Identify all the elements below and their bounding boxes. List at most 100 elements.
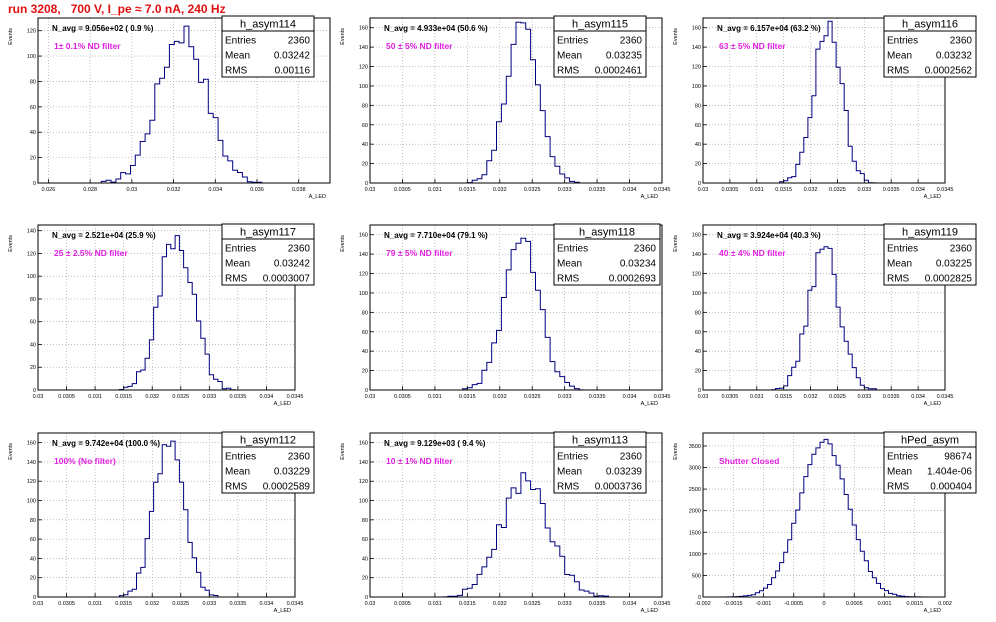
x-tick-label: 0.03 — [33, 394, 44, 400]
stats-label: Entries — [887, 36, 918, 47]
x-tick-label: 0.0335 — [589, 187, 606, 193]
plot-frame — [37, 224, 296, 391]
stats-value: 0.0002461 — [595, 66, 643, 77]
x-tick-label: 0.034 — [911, 394, 925, 400]
x-tick-label: 0.032 — [804, 187, 818, 193]
y-axis-title: Events — [8, 443, 14, 460]
y-tick-label: 40 — [695, 349, 701, 355]
x-tick-label: 0.031 — [750, 394, 764, 400]
stats-label: Entries — [225, 452, 256, 463]
plot-frame — [37, 432, 296, 598]
plot-frame — [37, 17, 331, 184]
stats-title: h_asym116 — [902, 19, 958, 31]
y-tick-label: 40 — [695, 142, 701, 148]
y-tick-label: 20 — [30, 576, 36, 582]
y-tick-label: 80 — [695, 103, 701, 109]
x-tick-label: 0.0315 — [775, 394, 792, 400]
stats-box — [883, 431, 977, 494]
x-tick-label: 0.0345 — [287, 394, 304, 400]
stats-title: hPed_asym — [901, 435, 959, 447]
y-tick-label: 100 — [27, 54, 36, 60]
x-tick-label: 0.0315 — [459, 394, 476, 400]
stats-label: RMS — [225, 66, 248, 77]
x-tick-label: 0.032 — [493, 394, 507, 400]
y-tick-label: 20 — [362, 576, 368, 582]
y-tick-label: 0 — [33, 388, 36, 394]
stats-label: RMS — [557, 66, 580, 77]
y-tick-label: 3500 — [689, 444, 701, 450]
filter-label: 25 ± 2.5% ND filter — [54, 248, 128, 258]
stats-value: 0.03229 — [274, 467, 311, 478]
histogram-panel-h_asym112: 0.03 0.0305 0.031 0.0315 0.032 0.0325 0.033 0.0… — [8, 431, 315, 614]
stats-value: 2360 — [288, 244, 311, 255]
y-tick-label: 160 — [359, 233, 368, 239]
y-tick-label: 2500 — [689, 487, 701, 493]
x-axis-title: A_LED — [274, 401, 291, 407]
y-axis-title: Events — [673, 28, 679, 45]
x-tick-label: 0.034 — [260, 601, 274, 607]
stats-label: RMS — [887, 274, 910, 285]
y-axis-title: Events — [8, 235, 14, 252]
stats-box — [553, 15, 647, 78]
x-tick-label: 0.03 — [698, 187, 709, 193]
x-tick-label: 0.0305 — [394, 601, 411, 607]
stats-label: Mean — [557, 51, 582, 62]
y-tick-label: 120 — [359, 479, 368, 485]
histogram-line-h_asym114 — [38, 25, 330, 184]
y-tick-label: 40 — [30, 556, 36, 562]
stats-box — [553, 431, 647, 494]
stats-label: RMS — [557, 482, 580, 493]
stats-label: Entries — [225, 244, 256, 255]
stats-label: Mean — [557, 259, 582, 270]
x-tick-label: 0.0325 — [172, 601, 189, 607]
x-tick-label: 0.0305 — [394, 187, 411, 193]
stats-title: h_asym114 — [240, 19, 296, 31]
y-axis-title: Events — [8, 28, 14, 45]
y-tick-label: 60 — [695, 123, 701, 129]
stats-title: h_asym117 — [240, 227, 296, 239]
y-tick-label: 20 — [695, 369, 701, 375]
x-tick-label: 0.032 — [145, 394, 159, 400]
stats-label: Mean — [225, 467, 250, 478]
y-tick-label: 80 — [362, 310, 368, 316]
x-tick-label: 0.0315 — [459, 187, 476, 193]
stats-box — [883, 15, 977, 78]
stats-value: 0.03239 — [606, 467, 643, 478]
y-tick-label: 120 — [27, 29, 36, 35]
histogram-panel-h_asym119: 0.03 0.0305 0.031 0.0315 0.032 0.0325 0.033 0.0… — [673, 223, 977, 407]
x-tick-label: -0.001 — [756, 601, 772, 607]
x-tick-label: 0.0325 — [524, 187, 541, 193]
stats-label: Mean — [225, 259, 250, 270]
stats-value: 0.0003736 — [595, 482, 643, 493]
filter-label: 50 ± 5% ND filter — [386, 41, 453, 51]
y-tick-label: 3000 — [689, 466, 701, 472]
y-tick-label: 40 — [30, 130, 36, 136]
stats-value: 0.000404 — [930, 482, 972, 493]
x-axis-title: A_LED — [641, 194, 658, 200]
x-tick-label: 0.0305 — [721, 394, 738, 400]
x-tick-label: 0.0345 — [287, 601, 304, 607]
y-tick-label: 120 — [27, 251, 36, 257]
x-tick-label: 0.0335 — [589, 601, 606, 607]
y-tick-label: 0 — [33, 595, 36, 601]
stats-value: 2360 — [288, 36, 311, 47]
y-tick-label: 1500 — [689, 530, 701, 536]
stats-title: h_asym119 — [902, 227, 958, 239]
y-tick-label: 140 — [27, 229, 36, 235]
y-tick-label: 0 — [365, 388, 368, 394]
y-axis-title: Events — [340, 235, 346, 252]
stats-box — [221, 223, 315, 286]
x-tick-label: 0.034 — [260, 394, 274, 400]
x-tick-label: -0.0015 — [724, 601, 743, 607]
stats-box — [221, 431, 315, 494]
filter-label: 1± 0.1% ND filter — [54, 41, 121, 51]
stats-label: Mean — [887, 51, 912, 62]
stats-value: 1.404e-06 — [927, 467, 972, 478]
stats-value: 0.0002589 — [263, 482, 311, 493]
y-tick-label: 160 — [692, 26, 701, 32]
x-tick-label: 0.033 — [857, 394, 871, 400]
x-tick-label: 0.033 — [202, 601, 216, 607]
y-tick-label: 100 — [692, 84, 701, 90]
histogram-panel-h_asym117: 0.03 0.0305 0.031 0.0315 0.032 0.0325 0.033 0.0… — [8, 223, 315, 407]
x-tick-label: 0.033 — [558, 601, 572, 607]
